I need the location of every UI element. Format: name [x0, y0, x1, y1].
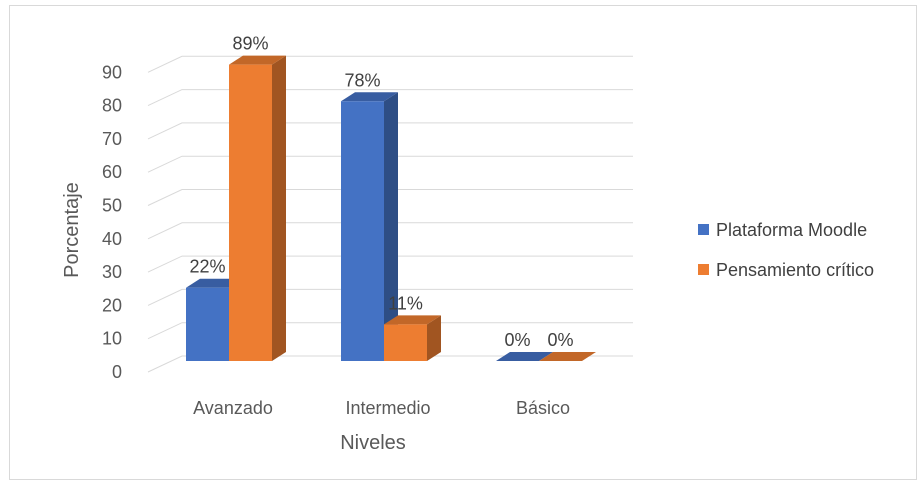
x-axis-categories: Avanzado Intermedio Básico: [193, 398, 570, 418]
bar: [341, 92, 398, 361]
data-label: 11%: [388, 293, 423, 313]
gridline: [147, 222, 633, 240]
gridlines: [147, 55, 633, 373]
bar-top: [384, 315, 441, 325]
data-labels: 22% 89% 78% 11% 0% 0%: [189, 34, 573, 350]
y-tick-label: 60: [102, 162, 122, 182]
legend-swatch: [698, 264, 709, 275]
legend-swatch: [698, 224, 709, 235]
bar-side: [384, 92, 398, 361]
gridline: [147, 89, 633, 107]
legend-label: Pensamiento crítico: [716, 260, 874, 280]
x-category-label: Intermedio: [345, 398, 430, 418]
y-tick-label: 0: [112, 362, 122, 382]
bar-side: [427, 315, 441, 361]
gridline: [147, 155, 633, 173]
bar-top: [539, 352, 596, 361]
bars: [186, 55, 596, 361]
y-tick-label: 20: [102, 295, 122, 315]
y-tick-label: 50: [102, 196, 122, 216]
bar-front: [341, 101, 384, 361]
bar-top: [341, 92, 398, 102]
data-label: 22%: [189, 257, 225, 277]
gridline: [147, 322, 633, 340]
legend: Plataforma Moodle Pensamiento crítico: [698, 220, 874, 280]
gridline: [147, 255, 633, 273]
bar: [229, 55, 286, 361]
x-category-label: Avanzado: [193, 398, 273, 418]
gridline: [147, 288, 633, 306]
data-label: 0%: [504, 330, 530, 350]
x-axis-title: Niveles: [340, 432, 406, 454]
chart-frame: [9, 5, 917, 480]
bar-top: [229, 55, 286, 65]
gridline: [147, 55, 633, 73]
gridline: [147, 122, 633, 140]
bar-front: [229, 64, 272, 361]
bar: [384, 315, 441, 361]
bar-front: [186, 287, 229, 361]
data-label: 0%: [547, 330, 573, 350]
gridline: [147, 355, 633, 373]
bar: [496, 352, 553, 361]
bar-front: [384, 324, 427, 361]
bar-top: [496, 352, 553, 361]
y-tick-label: 90: [102, 62, 122, 82]
y-axis-ticks: 0 10 20 30 40 50 60 70 80 90: [102, 62, 122, 382]
y-axis-title: Porcentaje: [61, 182, 83, 278]
y-tick-label: 30: [102, 262, 122, 282]
bar-top: [186, 278, 243, 288]
data-label: 78%: [344, 70, 380, 90]
y-tick-label: 40: [102, 229, 122, 249]
data-label: 89%: [232, 34, 268, 54]
y-tick-label: 10: [102, 329, 122, 349]
bar: [539, 352, 596, 361]
gridline: [147, 189, 633, 206]
x-category-label: Básico: [516, 398, 570, 418]
legend-label: Plataforma Moodle: [716, 220, 867, 240]
y-tick-label: 80: [102, 96, 122, 116]
y-tick-label: 70: [102, 129, 122, 149]
bar-side: [272, 55, 286, 361]
